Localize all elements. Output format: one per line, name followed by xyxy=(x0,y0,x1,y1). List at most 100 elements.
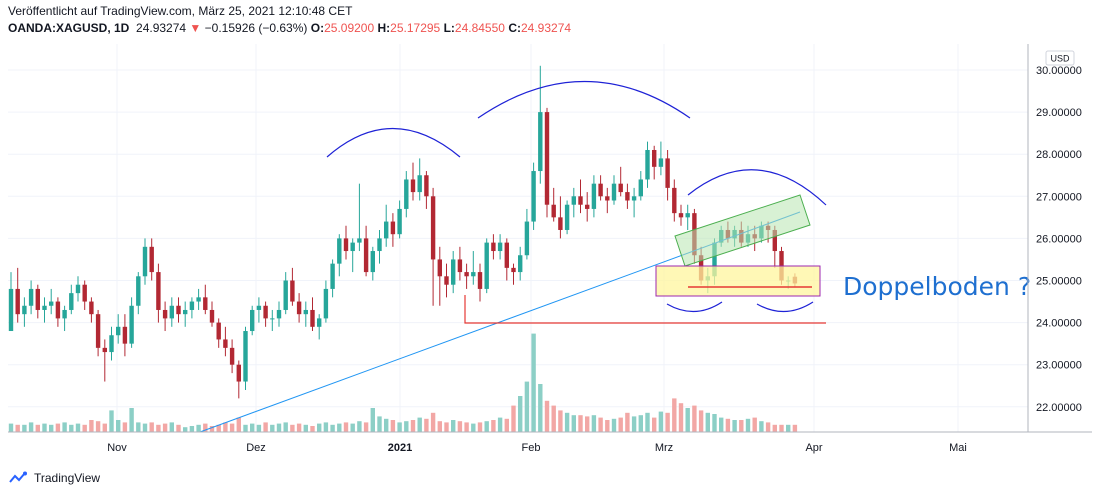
candle-body xyxy=(290,280,295,302)
candle-body xyxy=(712,242,717,277)
volume-bar xyxy=(283,422,288,432)
volume-bar xyxy=(75,423,81,432)
candle-body xyxy=(229,347,235,365)
time-tick-label: Apr xyxy=(805,442,822,454)
candle-body xyxy=(203,297,208,310)
volume-bar xyxy=(183,427,188,432)
candle-body xyxy=(370,251,375,273)
volume-bar xyxy=(564,412,570,432)
volume-bar xyxy=(685,408,690,432)
candle-body xyxy=(611,183,617,201)
volume-bar xyxy=(417,417,422,432)
candle-body xyxy=(303,309,308,315)
volume-bar xyxy=(430,412,436,432)
tradingview-logo-icon xyxy=(9,471,27,483)
candle-body xyxy=(49,301,54,306)
volume-bar xyxy=(169,422,174,432)
open-label: O: xyxy=(310,21,325,35)
volume-bar xyxy=(55,423,61,432)
candle-body xyxy=(585,204,590,209)
volume-bar xyxy=(484,421,489,432)
time-tick-label: Feb xyxy=(522,442,541,454)
candle-body xyxy=(343,238,349,252)
volume-bar xyxy=(739,420,744,432)
candle-body xyxy=(196,297,201,302)
volume-bar xyxy=(243,424,248,432)
volume-bar xyxy=(585,416,590,432)
volume-bar xyxy=(531,333,536,432)
candle-body xyxy=(216,322,221,340)
volume-bar xyxy=(464,422,469,432)
volume-bar xyxy=(49,424,54,432)
volume-bar xyxy=(223,422,228,432)
currency-badge[interactable] xyxy=(1045,50,1075,66)
volume-bar xyxy=(116,420,121,432)
time-tick-label: Dez xyxy=(246,442,266,454)
volume-bar xyxy=(638,415,643,432)
volume-bar xyxy=(705,412,710,432)
volume-bar xyxy=(745,418,751,432)
candle-body xyxy=(162,309,168,319)
price-tick-label: 29.00000 xyxy=(1036,107,1082,119)
candle-body xyxy=(410,179,416,193)
candle-body xyxy=(685,213,690,218)
candle-body xyxy=(578,196,583,205)
price-tick-label: 23.00000 xyxy=(1036,360,1082,372)
volume-bar xyxy=(725,418,731,432)
candle-body xyxy=(109,335,114,353)
volume-bar xyxy=(719,417,724,432)
candle-body xyxy=(75,284,81,294)
left-shoulder-arc xyxy=(326,128,461,158)
volume-bar xyxy=(772,424,777,432)
volume-bar xyxy=(444,422,449,432)
volume-bar xyxy=(296,423,302,432)
volume-bar xyxy=(122,422,128,432)
volume-bar xyxy=(732,420,737,432)
volume-bar xyxy=(323,422,329,432)
volume-bar xyxy=(363,422,369,432)
volume-bar xyxy=(538,384,543,432)
candle-body xyxy=(618,183,623,193)
candle-body xyxy=(35,288,40,310)
volume-bar xyxy=(236,417,241,432)
candle-body xyxy=(89,301,94,315)
volume-bar xyxy=(491,420,496,432)
candle-body xyxy=(62,309,67,319)
volume-bar xyxy=(792,424,798,432)
volume-bar xyxy=(42,423,47,432)
candle-body xyxy=(337,238,342,264)
volume-bar xyxy=(196,424,201,432)
volume-bar xyxy=(317,423,322,432)
volume-bar xyxy=(698,410,704,432)
candle-body xyxy=(491,242,496,252)
close-value: 24.93274 xyxy=(520,21,572,35)
candle-body xyxy=(116,326,121,336)
candle-body xyxy=(504,242,509,268)
volume-bar xyxy=(558,410,563,432)
volume-bar xyxy=(497,417,503,432)
volume-bar xyxy=(779,424,784,432)
candle-body xyxy=(156,272,161,310)
volume-bar xyxy=(149,422,154,432)
bottom-arc-right xyxy=(756,301,814,313)
volume-bar xyxy=(8,423,14,432)
candle-body xyxy=(511,267,516,273)
candle-body xyxy=(598,183,603,197)
candle-body xyxy=(645,149,650,180)
price-axis[interactable]: 30.00000 29.00000 28.00000 27.00000 26.00000… xyxy=(1036,65,1082,414)
volume-bar xyxy=(109,410,114,432)
candle-body xyxy=(283,280,288,310)
candle-body xyxy=(417,175,422,193)
rising-channel-box xyxy=(674,194,811,267)
footer: TradingView xyxy=(8,471,100,485)
drawings[interactable] xyxy=(199,80,827,433)
symbol-label[interactable]: OANDA:XAGUSD, 1D xyxy=(8,21,130,35)
volume-bar xyxy=(377,416,382,432)
candle-body xyxy=(8,288,14,332)
currency-badge-label: USD xyxy=(1050,54,1070,64)
candle-body xyxy=(250,309,255,332)
time-axis[interactable]: Nov Dez 2021 Feb Mrz Apr Mai xyxy=(107,442,967,454)
volume-bar xyxy=(176,424,181,432)
volume-bar xyxy=(229,423,235,432)
